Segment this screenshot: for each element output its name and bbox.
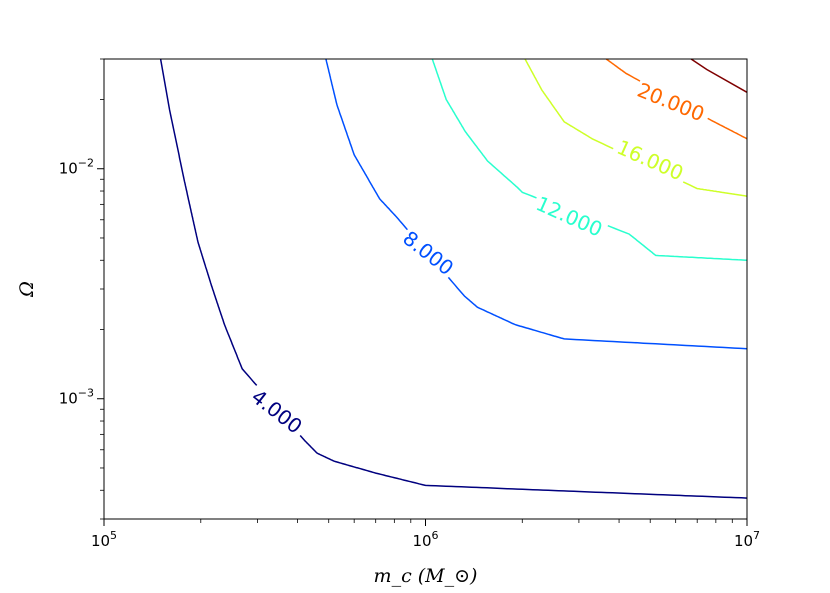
y-tick-label: 10−2 [59, 157, 94, 178]
contour-line-20-seg-1 [707, 117, 748, 140]
contour-label-12: 12.000 [532, 191, 606, 241]
y-axis-label: Ω [16, 281, 38, 298]
contour-label-16: 16.000 [613, 135, 687, 185]
contour-line-24 [690, 58, 748, 93]
contour-label-4: 4.000 [247, 384, 307, 438]
contour-lines [159, 58, 748, 499]
contour-line-8-seg-1 [447, 276, 748, 350]
x-axis-ticks: 105 106 107 [91, 519, 760, 550]
plot-area-frame [103, 58, 748, 520]
contour-label-20: 20.000 [634, 78, 708, 126]
contour-line-16-seg-0 [524, 58, 614, 150]
y-axis-ticks: 10−3 10−2 [59, 58, 104, 520]
contour-line-20-seg-0 [605, 58, 641, 82]
contour-line-4-seg-0 [159, 58, 258, 386]
x-axis-label: m_c (M_⊙) [374, 565, 478, 587]
y-tick-label: 10−3 [59, 387, 94, 408]
contour-line-4-seg-1 [299, 435, 748, 499]
contour-line-12-seg-1 [607, 225, 748, 262]
contour-line-8-seg-0 [325, 58, 408, 231]
x-tick-label: 107 [734, 529, 760, 550]
x-tick-label: 105 [91, 529, 117, 550]
contour-line-12-seg-0 [431, 58, 537, 199]
x-tick-label: 106 [412, 529, 438, 550]
contour-line-16-seg-1 [682, 181, 748, 197]
contour-label-8: 8.000 [398, 226, 458, 280]
